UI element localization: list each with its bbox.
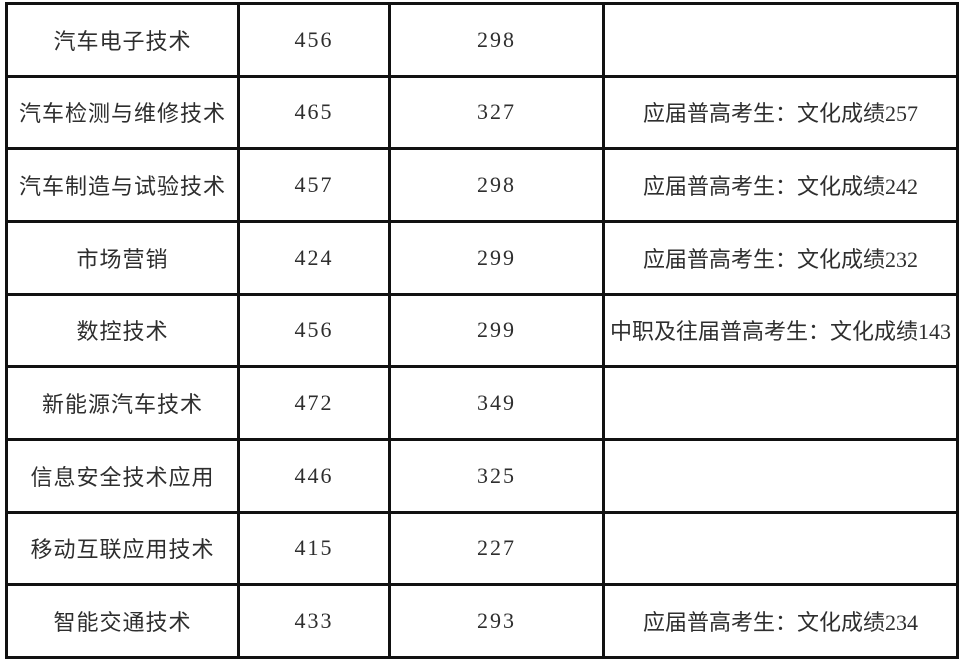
note-cell: 应届普高考生：文化成绩234: [602, 583, 959, 659]
note-cell: 应届普高考生：文化成绩232: [602, 219, 959, 296]
table-row: 新能源汽车技术 472 349: [5, 365, 959, 441]
score-b-cell: 299: [388, 292, 605, 369]
note-cell: 应届普高考生：文化成绩257: [602, 74, 959, 151]
score-a-cell: 433: [237, 583, 391, 659]
note-cell: [602, 510, 959, 587]
score-b-cell: 325: [388, 437, 605, 514]
major-cell: 智能交通技术: [5, 583, 240, 659]
score-a-cell: 465: [237, 74, 391, 151]
score-b-cell: 299: [388, 219, 605, 296]
table-row: 智能交通技术 433 293 应届普高考生：文化成绩234: [5, 583, 959, 659]
score-b-cell: 293: [388, 583, 605, 659]
score-a-cell: 424: [237, 219, 391, 296]
note-cell: [602, 2, 959, 78]
table-row: 市场营销 424 299 应届普高考生：文化成绩232: [5, 219, 959, 296]
note-cell: 中职及往届普高考生：文化成绩143: [602, 292, 959, 369]
score-a-cell: 415: [237, 510, 391, 587]
score-b-cell: 298: [388, 147, 605, 223]
major-cell: 数控技术: [5, 292, 240, 369]
score-a-cell: 457: [237, 147, 391, 223]
note-cell: 应届普高考生：文化成绩242: [602, 147, 959, 223]
score-b-cell: 327: [388, 74, 605, 151]
major-cell: 移动互联应用技术: [5, 510, 240, 587]
table-row: 数控技术 456 299 中职及往届普高考生：文化成绩143: [5, 292, 959, 369]
table-row: 移动互联应用技术 415 227: [5, 510, 959, 587]
score-a-cell: 456: [237, 292, 391, 369]
admission-scores-table-body: 汽车电子技术 456 298 汽车检测与维修技术 465 327 应届普高考生：文化成绩25…: [5, 2, 959, 659]
major-cell: 信息安全技术应用: [5, 437, 240, 514]
score-b-cell: 298: [388, 2, 605, 78]
table-row: 汽车电子技术 456 298: [5, 2, 959, 78]
score-b-cell: 227: [388, 510, 605, 587]
score-a-cell: 446: [237, 437, 391, 514]
table-row: 汽车检测与维修技术 465 327 应届普高考生：文化成绩257: [5, 74, 959, 151]
score-a-cell: 456: [237, 2, 391, 78]
score-a-cell: 472: [237, 365, 391, 441]
note-cell: [602, 365, 959, 441]
note-cell: [602, 437, 959, 514]
major-cell: 汽车检测与维修技术: [5, 74, 240, 151]
score-b-cell: 349: [388, 365, 605, 441]
table-row: 汽车制造与试验技术 457 298 应届普高考生：文化成绩242: [5, 147, 959, 223]
major-cell: 新能源汽车技术: [5, 365, 240, 441]
major-cell: 汽车制造与试验技术: [5, 147, 240, 223]
major-cell: 市场营销: [5, 219, 240, 296]
admission-scores-table: 汽车电子技术 456 298 汽车检测与维修技术 465 327 应届普高考生：文化成绩25…: [5, 2, 959, 659]
table-row: 信息安全技术应用 446 325: [5, 437, 959, 514]
major-cell: 汽车电子技术: [5, 2, 240, 78]
